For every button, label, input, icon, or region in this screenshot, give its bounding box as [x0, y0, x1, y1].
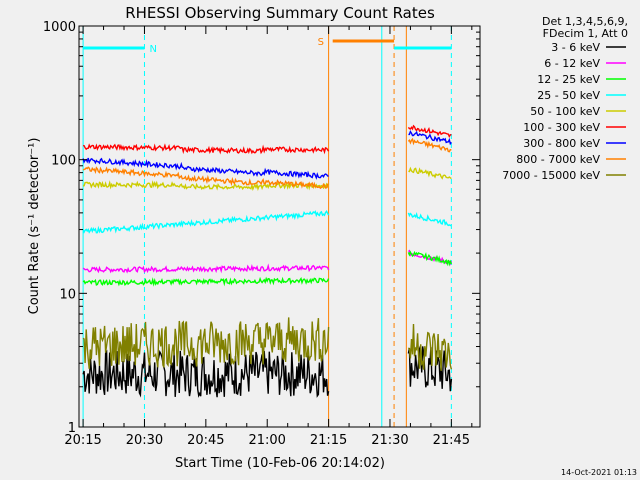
- series-7: [82, 137, 452, 190]
- series-trace-a: [82, 317, 330, 369]
- series-trace-a: [82, 166, 329, 190]
- x-tick-label: 21:45: [433, 433, 470, 448]
- series-5: [82, 124, 452, 155]
- series-trace-a: [82, 180, 330, 191]
- series-2: [82, 250, 453, 287]
- x-tick-label: 21:15: [310, 433, 347, 448]
- series-6: [82, 130, 452, 180]
- y-axis-label: Count Rate (s⁻¹ detector⁻¹): [27, 138, 42, 315]
- flag-label-s: S: [318, 37, 324, 48]
- series-trace-a: [82, 157, 329, 180]
- legend-header-line: FDecim 1, Att 0: [543, 27, 628, 40]
- y-tick-label: 1000: [43, 20, 76, 35]
- x-tick-label: 21:00: [248, 433, 285, 448]
- plot-frame: [78, 25, 481, 428]
- series-trace-a: [82, 143, 330, 155]
- series-0: [82, 345, 453, 398]
- series-trace-b: [408, 130, 452, 146]
- legend-label: 12 - 25 keV: [537, 73, 600, 86]
- series-trace-b: [407, 124, 452, 139]
- x-tick-label: 20:15: [64, 433, 101, 448]
- legend-header-line: Det 1,3,4,5,6,9,: [542, 15, 628, 28]
- timestamp: 14-Oct-2021 01:13: [561, 468, 637, 477]
- y-tick-label: 10: [59, 287, 76, 302]
- series-3: [82, 210, 452, 234]
- x-tick-label: 20:45: [187, 433, 224, 448]
- series-trace-b: [407, 211, 452, 227]
- series-trace-b: [408, 166, 452, 180]
- axis-layer: 20:15 20:30 20:45 21:00 21:15 21:30 21:45 1 10 10…: [43, 20, 480, 448]
- legend-label: 100 - 300 keV: [523, 121, 600, 134]
- series-trace-a: [82, 276, 330, 287]
- series-trace-a: [82, 349, 330, 398]
- y-tick-label: 100: [51, 154, 76, 169]
- x-axis-label: Start Time (10-Feb-06 20:14:02): [175, 456, 385, 471]
- chart-title: RHESSI Observing Summary Count Rates: [125, 4, 435, 22]
- x-tick-label: 21:30: [371, 433, 408, 448]
- series-trace-b: [407, 250, 453, 267]
- series-trace-b: [407, 345, 453, 392]
- legend-label: 3 - 6 keV: [551, 41, 600, 54]
- legend-label: 800 - 7000 keV: [516, 153, 600, 166]
- series-trace-a: [82, 263, 330, 274]
- flag-label-n: N: [149, 44, 156, 55]
- legend-label: 50 - 100 keV: [530, 105, 600, 118]
- legend-label: 25 - 50 keV: [537, 89, 600, 102]
- series-trace-a: [82, 210, 330, 234]
- series-4: [82, 166, 452, 191]
- x-tick-label: 20:30: [126, 433, 163, 448]
- series-trace-b: [407, 323, 453, 371]
- series-trace-b: [407, 137, 452, 153]
- legend-label: 7000 - 15000 keV: [502, 169, 600, 182]
- plot-layer: NS: [82, 26, 453, 427]
- y-tick-label: 1: [68, 421, 76, 436]
- series-8: [82, 317, 453, 371]
- legend: Det 1,3,4,5,6,9,FDecim 1, Att 03 - 6 keV…: [502, 15, 628, 182]
- legend-label: 300 - 800 keV: [523, 137, 600, 150]
- legend-label: 6 - 12 keV: [544, 57, 600, 70]
